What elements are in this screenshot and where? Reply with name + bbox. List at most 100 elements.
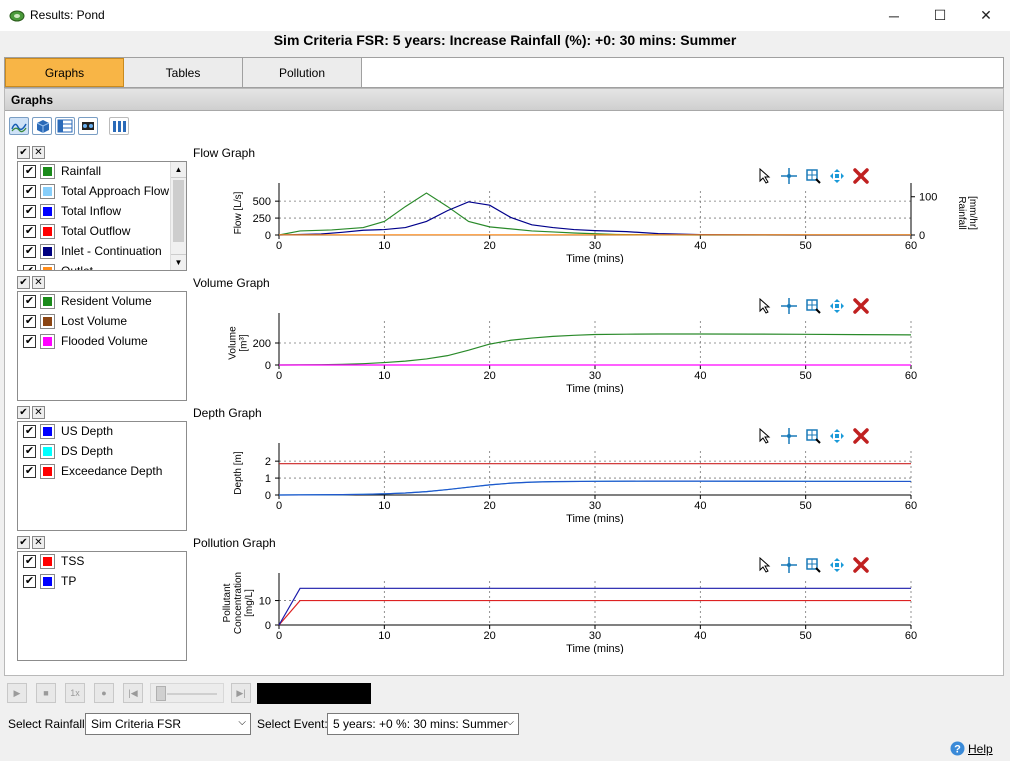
delete-icon[interactable]	[853, 428, 869, 444]
color-swatch[interactable]	[40, 294, 55, 309]
legend-item[interactable]: ✔ TP	[18, 572, 186, 592]
play-icon[interactable]: ▶	[7, 683, 27, 703]
uncheck-all-button[interactable]: ✕	[32, 276, 45, 289]
legend-checkbox[interactable]: ✔	[23, 295, 36, 308]
color-swatch[interactable]	[40, 204, 55, 219]
line-graph-icon[interactable]	[9, 117, 29, 135]
y-axis-label: Flow [L/s]	[233, 191, 244, 234]
pan-icon[interactable]	[829, 557, 845, 573]
color-swatch[interactable]	[40, 554, 55, 569]
delete-icon[interactable]	[853, 298, 869, 314]
legend-checkbox[interactable]: ✔	[23, 575, 36, 588]
legend-checkbox[interactable]: ✔	[23, 425, 36, 438]
color-swatch[interactable]	[40, 224, 55, 239]
zoom-box-icon[interactable]	[805, 557, 821, 573]
legend-scrollbar[interactable]: ▲ ▼	[170, 162, 186, 270]
delete-icon[interactable]	[853, 557, 869, 573]
uncheck-all-button[interactable]: ✕	[32, 536, 45, 549]
legend-item[interactable]: ✔ Resident Volume	[18, 292, 186, 312]
scroll-down-icon[interactable]: ▼	[171, 254, 186, 270]
check-all-button[interactable]: ✔	[17, 536, 30, 549]
bar-chart-icon[interactable]	[109, 117, 129, 135]
skip-end-icon[interactable]: ▶|	[231, 683, 251, 703]
maximize-button[interactable]: ☐	[933, 7, 947, 23]
zoom-box-icon[interactable]	[805, 298, 821, 314]
check-all-button[interactable]: ✔	[17, 146, 30, 159]
help-link[interactable]: ? Help	[950, 741, 993, 756]
pan-icon[interactable]	[829, 168, 845, 184]
color-swatch[interactable]	[40, 184, 55, 199]
color-swatch[interactable]	[40, 424, 55, 439]
time-slider[interactable]	[150, 683, 224, 703]
zoom-box-icon[interactable]	[805, 428, 821, 444]
legend-item[interactable]: ✔ DS Depth	[18, 442, 186, 462]
pointer-icon[interactable]	[757, 167, 773, 184]
legend-item[interactable]: ✔ Flooded Volume	[18, 332, 186, 352]
tab-tables[interactable]: Tables	[124, 58, 243, 87]
crosshair-icon[interactable]	[781, 298, 797, 314]
legend-item[interactable]: ✔ Total Outflow	[18, 222, 186, 242]
color-swatch[interactable]	[40, 314, 55, 329]
legend-item[interactable]: ✔ US Depth	[18, 422, 186, 442]
legend-checkbox[interactable]: ✔	[23, 445, 36, 458]
speed-button[interactable]: 1x	[65, 683, 85, 703]
legend-item[interactable]: ✔ Rainfall	[18, 162, 186, 182]
rainfall-select[interactable]: Sim Criteria FSR ⌵	[85, 713, 251, 735]
color-swatch[interactable]	[40, 264, 55, 270]
color-swatch[interactable]	[40, 464, 55, 479]
pointer-icon[interactable]	[757, 297, 773, 314]
y-axis-label: Depth [m]	[233, 451, 244, 495]
skip-start-icon[interactable]: |◀	[123, 683, 143, 703]
legend-item[interactable]: ✔ TSS	[18, 552, 186, 572]
legend-item[interactable]: ✔ Exceedance Depth	[18, 462, 186, 482]
color-swatch[interactable]	[40, 244, 55, 259]
uncheck-all-button[interactable]: ✕	[32, 146, 45, 159]
pointer-icon[interactable]	[757, 556, 773, 573]
check-all-button[interactable]: ✔	[17, 276, 30, 289]
crosshair-icon[interactable]	[781, 557, 797, 573]
record-icon[interactable]: ●	[94, 683, 114, 703]
close-button[interactable]: ✕	[980, 7, 992, 23]
pan-icon[interactable]	[829, 298, 845, 314]
color-swatch[interactable]	[40, 574, 55, 589]
legend-item[interactable]: ✔ Outlet	[18, 262, 186, 270]
delete-icon[interactable]	[853, 168, 869, 184]
legend-checkbox[interactable]: ✔	[23, 165, 36, 178]
color-swatch[interactable]	[40, 334, 55, 349]
color-swatch[interactable]	[40, 444, 55, 459]
table-view-icon[interactable]	[55, 117, 75, 135]
legend-checkbox[interactable]: ✔	[23, 225, 36, 238]
color-swatch[interactable]	[40, 164, 55, 179]
minimize-button[interactable]: ─	[889, 7, 899, 24]
event-select-value: 5 years: +0 %: 30 mins: Summer	[333, 717, 508, 731]
legend-item[interactable]: ✔ Lost Volume	[18, 312, 186, 332]
legend-item[interactable]: ✔ Inlet - Continuation	[18, 242, 186, 262]
y-tick-label: 0	[265, 230, 271, 242]
crosshair-icon[interactable]	[781, 428, 797, 444]
legend-item[interactable]: ✔ Total Approach Flow	[18, 182, 186, 202]
chevron-down-icon: ⌵	[238, 717, 246, 728]
zoom-box-icon[interactable]	[805, 168, 821, 184]
uncheck-all-button[interactable]: ✕	[32, 406, 45, 419]
legend-checkbox[interactable]: ✔	[23, 465, 36, 478]
pan-icon[interactable]	[829, 428, 845, 444]
legend-checkbox[interactable]: ✔	[23, 185, 36, 198]
legend-item[interactable]: ✔ Total Inflow	[18, 202, 186, 222]
legend-checkbox[interactable]: ✔	[23, 335, 36, 348]
tab-graphs[interactable]: Graphs	[5, 58, 124, 87]
legend-checkbox[interactable]: ✔	[23, 315, 36, 328]
network-icon[interactable]	[78, 117, 98, 135]
x-tick-label: 30	[589, 500, 601, 512]
3d-box-icon[interactable]	[32, 117, 52, 135]
legend-checkbox[interactable]: ✔	[23, 245, 36, 258]
stop-icon[interactable]: ■	[36, 683, 56, 703]
event-select[interactable]: 5 years: +0 %: 30 mins: Summer ⌵	[327, 713, 519, 735]
legend-checkbox[interactable]: ✔	[23, 555, 36, 568]
legend-checkbox[interactable]: ✔	[23, 265, 36, 270]
scroll-up-icon[interactable]: ▲	[171, 162, 186, 178]
tab-pollution[interactable]: Pollution	[243, 58, 362, 87]
legend-checkbox[interactable]: ✔	[23, 205, 36, 218]
pointer-icon[interactable]	[757, 427, 773, 444]
crosshair-icon[interactable]	[781, 168, 797, 184]
check-all-button[interactable]: ✔	[17, 406, 30, 419]
